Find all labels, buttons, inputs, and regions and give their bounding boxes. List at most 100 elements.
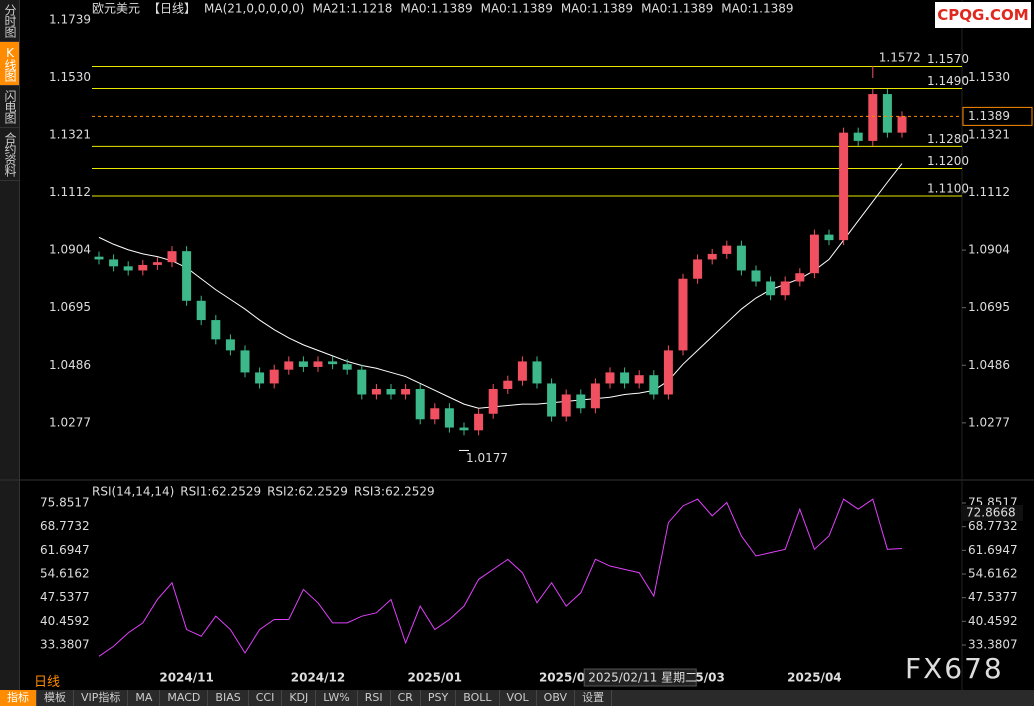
candle-body — [401, 388, 411, 395]
level-label: 1.1490 — [927, 74, 969, 88]
chart: 欧元美元 【日线】 MA(21,0,0,0,0,0) MA21:1.1218 MA0:1… — [0, 0, 1034, 690]
y-tick-label: 68.7732 — [968, 519, 1018, 533]
toolbar-item[interactable]: OBV — [537, 690, 576, 706]
candle-body — [839, 132, 849, 241]
legend-entry: MA21:1.1218 — [312, 2, 392, 16]
sidebar-tab[interactable]: 闪电图 — [0, 86, 19, 128]
sidebar: 分时图 K线图 闪电图 合约资料 — [0, 0, 20, 690]
toolbar: 指标 模板 VIP指标 MA MACD BIAS CCI KDJ LW% RSI CR PSY BOLL… — [0, 690, 1034, 706]
toolbar-item[interactable]: 指标 — [0, 690, 37, 706]
legend-entry: MA0:1.1389 — [641, 2, 713, 16]
legend-entry: MA0:1.1389 — [481, 2, 553, 16]
toolbar-item[interactable]: CR — [391, 690, 421, 706]
candle-body — [182, 251, 192, 301]
y-tick-label: 33.3807 — [40, 637, 90, 651]
y-tick-label: 54.6162 — [40, 566, 90, 580]
candle-body — [678, 278, 688, 351]
toolbar-item[interactable]: LW% — [316, 690, 358, 706]
candle-body — [620, 372, 630, 384]
candle-body — [357, 369, 367, 395]
candle-body — [109, 259, 119, 267]
toolbar-item[interactable]: MACD — [160, 690, 209, 706]
low-label: 1.0177 — [466, 451, 508, 465]
y-tick-label: 40.4592 — [968, 614, 1018, 628]
rsi-last-label: 72.8668 — [966, 505, 1016, 519]
level-label: 1.1200 — [927, 154, 969, 168]
chart-title: 欧元美元 — [92, 2, 140, 16]
period: 【日线】 — [148, 2, 196, 16]
candle-body — [167, 251, 177, 263]
x-tick-label: 2024/12 — [291, 671, 345, 685]
candle-body — [94, 256, 104, 260]
sidebar-tab[interactable]: 分时图 — [0, 0, 19, 42]
y-tick-label: 54.6162 — [968, 566, 1018, 580]
watermark: FX678 — [905, 652, 1004, 685]
toolbar-item[interactable]: BIAS — [208, 690, 249, 706]
candle-body — [284, 361, 294, 370]
legend-entry: MA0:1.1389 — [400, 2, 472, 16]
toolbar-item[interactable]: 模板 — [37, 690, 74, 706]
toolbar-item[interactable]: MA — [128, 690, 161, 706]
candle-body — [882, 94, 892, 133]
candle-body — [547, 383, 557, 417]
y-tick-label: 1.1321 — [968, 128, 1010, 142]
y-tick-label: 1.1530 — [49, 70, 91, 84]
toolbar-item[interactable]: KDJ — [282, 690, 317, 706]
period-label: 日线 — [34, 675, 61, 690]
candle-body — [298, 361, 308, 367]
candle-body — [868, 94, 878, 141]
y-tick-label: 1.0486 — [49, 358, 91, 372]
y-tick-label: 1.0277 — [968, 415, 1010, 429]
y-tick-label: 1.0695 — [968, 300, 1010, 314]
toolbar-item[interactable]: BOLL — [456, 690, 500, 706]
candle-body — [707, 253, 717, 260]
candle-body — [722, 245, 732, 254]
toolbar-item[interactable]: PSY — [421, 690, 457, 706]
legend-entry: MA0:1.1389 — [561, 2, 633, 16]
candle-body — [371, 388, 381, 395]
level-label: 1.1100 — [927, 182, 969, 196]
toolbar-item[interactable]: RSI — [358, 690, 391, 706]
candle-body — [386, 388, 396, 395]
candle-body — [736, 245, 746, 271]
y-tick-label: 1.0904 — [968, 243, 1010, 257]
y-tick-label: 47.5377 — [40, 590, 90, 604]
candle-body — [532, 361, 542, 384]
indicator: MA(21,0,0,0,0,0) — [204, 2, 304, 16]
candle-body — [488, 388, 498, 414]
candle-body — [605, 372, 615, 384]
toolbar-item[interactable]: VIP指标 — [74, 690, 129, 706]
candle-body — [459, 427, 469, 431]
candle-body — [240, 350, 250, 373]
sidebar-tab[interactable]: 合约资料 — [0, 128, 19, 181]
y-tick-label: 1.0277 — [49, 415, 91, 429]
candle-body — [444, 408, 454, 428]
x-tick-label: 2025/02 — [539, 671, 593, 685]
candle-body — [795, 273, 805, 282]
candle-body — [576, 394, 586, 409]
candle-body — [474, 413, 484, 431]
candle-body — [328, 361, 338, 365]
toolbar-item[interactable]: CCI — [249, 690, 283, 706]
sidebar-tab[interactable]: K线图 — [0, 42, 19, 86]
candle-body — [517, 361, 527, 381]
y-tick-label: 1.1530 — [968, 70, 1010, 84]
y-tick-label: 1.1112 — [968, 185, 1010, 199]
candle-body — [415, 388, 425, 420]
y-tick-label: 1.0486 — [968, 358, 1010, 372]
toolbar-item[interactable]: 设置 — [575, 690, 613, 706]
y-tick-label: 1.0904 — [49, 243, 91, 257]
candle-body — [430, 408, 440, 420]
candle-body — [853, 132, 863, 141]
candle-body — [809, 234, 819, 274]
rsi-last-box — [963, 504, 1023, 521]
legend-entry: MA0:1.1389 — [721, 2, 793, 16]
candle-body — [269, 369, 279, 384]
y-tick-label: 40.4592 — [40, 614, 90, 628]
toolbar-item[interactable]: VOL — [500, 690, 537, 706]
candle-body — [663, 350, 673, 395]
x-tick-label: 2025/01 — [408, 671, 462, 685]
candle-body — [766, 281, 776, 296]
high-label: 1.1572 — [879, 50, 921, 64]
candle-body — [561, 394, 571, 417]
